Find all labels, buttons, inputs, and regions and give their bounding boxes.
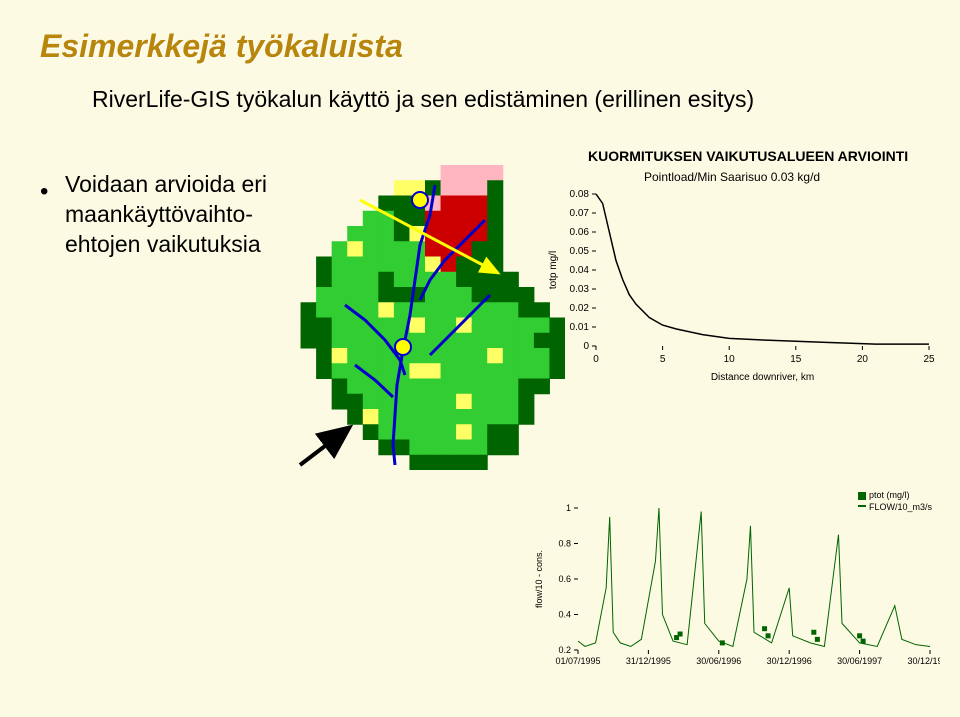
svg-text:0: 0 <box>593 354 599 365</box>
svg-text:0.6: 0.6 <box>558 574 571 584</box>
svg-text:30/06/1996: 30/06/1996 <box>696 656 741 666</box>
svg-text:01/07/1995: 01/07/1995 <box>555 656 600 666</box>
landuse-map <box>285 165 565 470</box>
svg-text:25: 25 <box>923 354 935 365</box>
svg-text:totp mg/l: totp mg/l <box>548 251 559 289</box>
svg-text:5: 5 <box>660 354 666 365</box>
chart2-legend: ptot (mg/l) FLOW/10_m3/s <box>858 490 932 513</box>
svg-text:0.4: 0.4 <box>558 610 571 620</box>
svg-text:0.07: 0.07 <box>570 208 590 219</box>
svg-text:20: 20 <box>857 354 869 365</box>
svg-text:31/12/1995: 31/12/1995 <box>626 656 671 666</box>
svg-text:15: 15 <box>790 354 802 365</box>
svg-text:30/12/1997: 30/12/1997 <box>907 656 940 666</box>
svg-text:0.05: 0.05 <box>570 246 590 257</box>
svg-text:Distance downriver, km: Distance downriver, km <box>711 372 814 383</box>
slide-subtitle: RiverLife-GIS työkalun käyttö ja sen edi… <box>92 86 754 113</box>
chart1-title: KUORMITUKSEN VAIKUTUSALUEEN ARVIOINTI <box>588 148 939 164</box>
svg-text:0.08: 0.08 <box>570 189 590 200</box>
svg-text:1: 1 <box>566 503 571 513</box>
svg-text:0.8: 0.8 <box>558 539 571 549</box>
svg-text:30/06/1997: 30/06/1997 <box>837 656 882 666</box>
slide-title: Esimerkkejä työkaluista <box>40 28 403 65</box>
flow-timeseries-chart: ptot (mg/l) FLOW/10_m3/s 0.2 0.4 0.6 0.8 1 01… <box>530 490 940 700</box>
svg-text:0.06: 0.06 <box>570 227 590 238</box>
svg-text:30/12/1996: 30/12/1996 <box>767 656 812 666</box>
svg-text:flow/10 - cons.: flow/10 - cons. <box>534 550 544 608</box>
svg-text:0.01: 0.01 <box>570 322 590 333</box>
chart1-subtitle: Pointload/Min Saarisuo 0.03 kg/d <box>644 170 939 184</box>
svg-text:0.02: 0.02 <box>570 303 590 314</box>
svg-text:0.04: 0.04 <box>570 265 590 276</box>
bullet-marker: • <box>40 178 48 206</box>
impact-area-chart: KUORMITUKSEN VAIKUTUSALUEEN ARVIOINTI Po… <box>544 148 939 403</box>
svg-text:0.2: 0.2 <box>558 645 571 655</box>
svg-text:10: 10 <box>724 354 736 365</box>
svg-text:0: 0 <box>583 341 589 352</box>
svg-text:0.03: 0.03 <box>570 284 590 295</box>
